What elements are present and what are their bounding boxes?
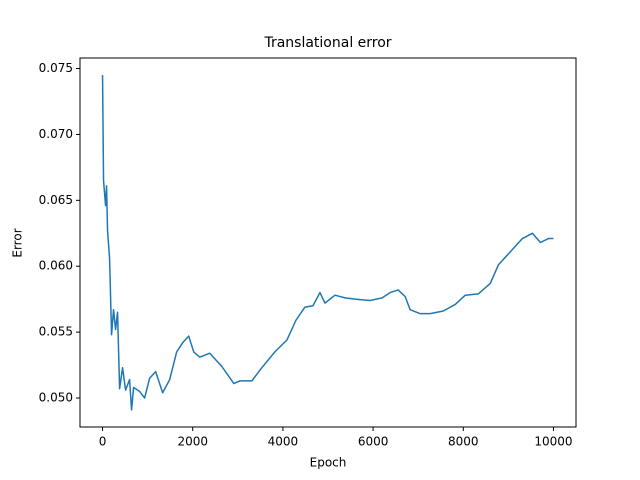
axes-frame: [79, 57, 577, 428]
line-series: [101, 75, 554, 411]
y-axis-label: Error: [11, 228, 25, 257]
y-tick-label: 0.070: [39, 127, 73, 141]
chart-title: Translational error: [263, 35, 391, 51]
x-tick-label: 10000: [534, 435, 572, 449]
x-axis-label: Epoch: [310, 456, 347, 470]
x-tick-label: 8000: [448, 435, 479, 449]
y-tick-label: 0.065: [39, 193, 73, 207]
x-tick-label: 0: [99, 435, 107, 449]
y-tick-label: 0.060: [39, 259, 73, 273]
y-tick-label: 0.075: [39, 61, 73, 75]
x-tick-label: 4000: [268, 435, 299, 449]
y-tick-label: 0.050: [39, 391, 73, 405]
x-tick-label: 6000: [358, 435, 389, 449]
y-tick-label: 0.055: [39, 325, 73, 339]
x-tick-label: 2000: [177, 435, 208, 449]
plot-area: [101, 75, 554, 411]
